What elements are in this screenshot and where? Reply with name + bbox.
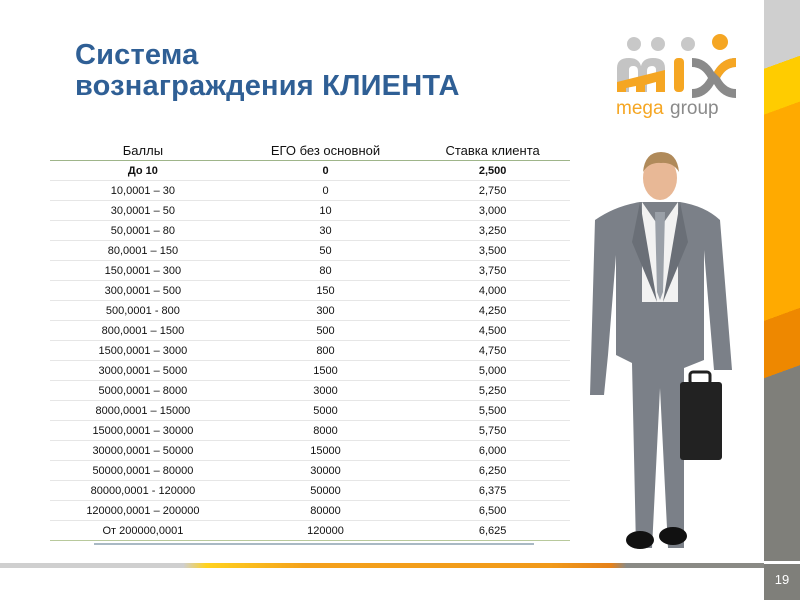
cell-rate: 6,625 xyxy=(415,520,570,541)
cell-rate: 2,750 xyxy=(415,180,570,201)
cell-ego: 50000 xyxy=(235,480,416,501)
cell-ego: 150 xyxy=(235,280,416,301)
cell-points: От 200000,0001 xyxy=(50,520,236,541)
table-row: 120000,0001 – 200000 80000 6,500 xyxy=(50,500,570,521)
cell-ego: 3000 xyxy=(235,380,416,401)
header-ego: ЕГО без основной xyxy=(235,140,416,161)
cell-points: 15000,0001 – 30000 xyxy=(50,420,236,441)
table-row: 50,0001 – 80 30 3,250 xyxy=(50,220,570,241)
cell-points: 80000,0001 - 120000 xyxy=(50,480,236,501)
cell-ego: 8000 xyxy=(235,420,416,441)
cell-points: 50,0001 – 80 xyxy=(50,220,236,241)
cell-points: 800,0001 – 1500 xyxy=(50,320,236,341)
cell-ego: 0 xyxy=(235,160,416,181)
cell-points: 30000,0001 – 50000 xyxy=(50,440,236,461)
cell-points: 1500,0001 – 3000 xyxy=(50,340,236,361)
cell-ego: 500 xyxy=(235,320,416,341)
cell-points: 150,0001 – 300 xyxy=(50,260,236,281)
page-number: 19 xyxy=(774,572,790,587)
table-header-row: Баллы ЕГО без основной Ставка клиента xyxy=(50,140,570,161)
cell-rate: 4,250 xyxy=(415,300,570,321)
cell-points: 30,0001 – 50 xyxy=(50,200,236,221)
table-row: 15000,0001 – 30000 8000 5,750 xyxy=(50,420,570,441)
table-row: 300,0001 – 500 150 4,000 xyxy=(50,280,570,301)
header-rate: Ставка клиента xyxy=(415,140,570,161)
cell-rate: 3,250 xyxy=(415,220,570,241)
cell-rate: 6,375 xyxy=(415,480,570,501)
svg-text:group: group xyxy=(670,98,719,119)
cell-ego: 1500 xyxy=(235,360,416,381)
bottom-accent-bar xyxy=(0,563,764,568)
cell-ego: 15000 xyxy=(235,440,416,461)
table-row: 50000,0001 – 80000 30000 6,250 xyxy=(50,460,570,481)
cell-ego: 80000 xyxy=(235,500,416,521)
cell-points: 500,0001 - 800 xyxy=(50,300,236,321)
cell-points: 120000,0001 – 200000 xyxy=(50,500,236,521)
cell-ego: 30 xyxy=(235,220,416,241)
table-row: От 200000,0001 120000 6,625 xyxy=(50,520,570,541)
cell-points: 8000,0001 – 15000 xyxy=(50,400,236,421)
cell-points: 80,0001 – 150 xyxy=(50,240,236,261)
cell-points: 50000,0001 – 80000 xyxy=(50,460,236,481)
businessman-photo xyxy=(590,152,732,549)
cell-ego: 30000 xyxy=(235,460,416,481)
reward-table: Баллы ЕГО без основной Ставка клиента До… xyxy=(50,140,570,541)
cell-ego: 120000 xyxy=(235,520,416,541)
table-row: 500,0001 - 800 300 4,250 xyxy=(50,300,570,321)
cell-rate: 6,250 xyxy=(415,460,570,481)
table-row: 30,0001 – 50 10 3,000 xyxy=(50,200,570,221)
cell-rate: 3,500 xyxy=(415,240,570,261)
cell-rate: 4,750 xyxy=(415,340,570,361)
table-row: 80,0001 – 150 50 3,500 xyxy=(50,240,570,261)
cell-points: 3000,0001 – 5000 xyxy=(50,360,236,381)
cell-points: До 10 xyxy=(50,160,236,181)
table-row: 5000,0001 – 8000 3000 5,250 xyxy=(50,380,570,401)
table-row: 10,0001 – 30 0 2,750 xyxy=(50,180,570,201)
table-row: 150,0001 – 300 80 3,750 xyxy=(50,260,570,281)
cell-ego: 800 xyxy=(235,340,416,361)
cell-ego: 0 xyxy=(235,180,416,201)
cell-rate: 5,750 xyxy=(415,420,570,441)
slide-title: Система вознаграждения КЛИЕНТА xyxy=(75,40,460,102)
cell-points: 300,0001 – 500 xyxy=(50,280,236,301)
cell-rate: 5,250 xyxy=(415,380,570,401)
table-row: 30000,0001 – 50000 15000 6,000 xyxy=(50,440,570,461)
cell-ego: 5000 xyxy=(235,400,416,421)
table-row: 1500,0001 – 3000 800 4,750 xyxy=(50,340,570,361)
side-decoration-strip xyxy=(764,0,800,600)
cell-rate: 4,000 xyxy=(415,280,570,301)
cell-rate: 3,000 xyxy=(415,200,570,221)
table-row: 8000,0001 – 15000 5000 5,500 xyxy=(50,400,570,421)
cell-ego: 10 xyxy=(235,200,416,221)
title-line-1: Система xyxy=(75,39,199,71)
cell-points: 5000,0001 – 8000 xyxy=(50,380,236,401)
cell-ego: 80 xyxy=(235,260,416,281)
cell-rate: 4,500 xyxy=(415,320,570,341)
cell-ego: 50 xyxy=(235,240,416,261)
cell-rate: 5,500 xyxy=(415,400,570,421)
header-points: Баллы xyxy=(50,140,236,161)
cell-rate: 5,000 xyxy=(415,360,570,381)
cell-rate: 6,500 xyxy=(415,500,570,521)
table-row: 800,0001 – 1500 500 4,500 xyxy=(50,320,570,341)
mix-mega-group-logo: mega group xyxy=(616,34,736,119)
table-underline xyxy=(94,543,534,545)
cell-rate: 3,750 xyxy=(415,260,570,281)
cell-rate: 6,000 xyxy=(415,440,570,461)
table-row: До 10 0 2,500 xyxy=(50,160,570,181)
title-line-2: вознаграждения КЛИЕНТА xyxy=(75,70,460,102)
table-row: 3000,0001 – 5000 1500 5,000 xyxy=(50,360,570,381)
svg-text:mega: mega xyxy=(616,98,664,119)
cell-points: 10,0001 – 30 xyxy=(50,180,236,201)
cell-rate: 2,500 xyxy=(415,160,570,181)
cell-ego: 300 xyxy=(235,300,416,321)
table-row: 80000,0001 - 120000 50000 6,375 xyxy=(50,480,570,501)
